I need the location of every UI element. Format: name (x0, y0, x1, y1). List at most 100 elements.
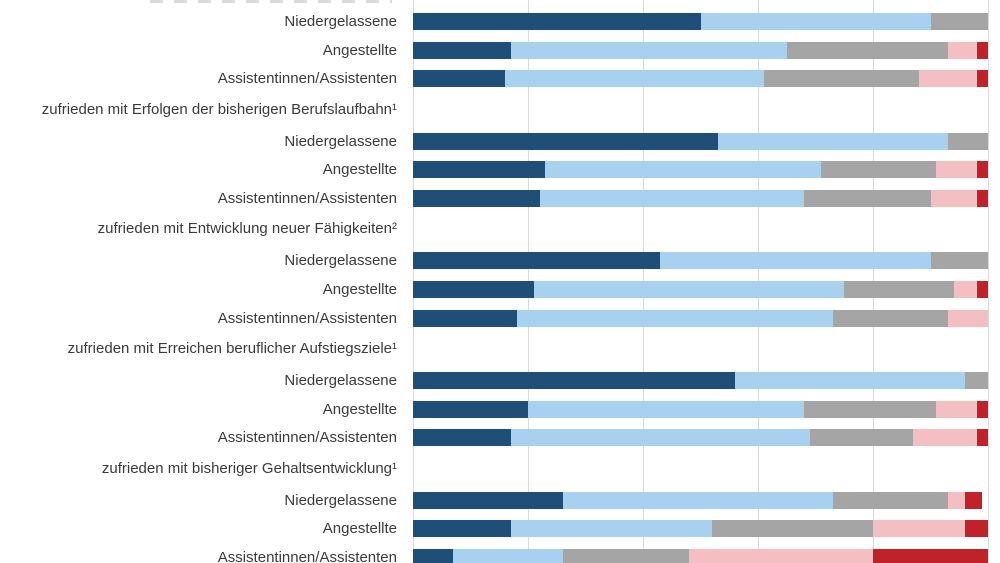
bar-segment-gray (930, 13, 988, 30)
bar-segment-dark-red (965, 520, 988, 537)
bar-segment-light-red (947, 42, 977, 59)
clipped-heading-remnant (150, 0, 392, 3)
chart-row: Assistentinnen/Assistenten (0, 310, 1000, 327)
stacked-bar (413, 42, 988, 59)
chart-row: Niedergelassene (0, 133, 1000, 150)
group-heading: zufrieden mit Erreichen beruflicher Aufs… (67, 340, 397, 357)
stacked-bar (413, 252, 988, 269)
chart-row: Angestellte (0, 161, 1000, 178)
bar-segment-light-blue (735, 372, 965, 389)
gridline-100-percent (988, 0, 989, 563)
bar-segment-light-blue (528, 401, 804, 418)
bar-segment-light-blue (533, 281, 845, 298)
bar-segment-dark-blue (413, 372, 735, 389)
bar-segment-gray (947, 133, 988, 150)
row-label: Angestellte (322, 401, 397, 418)
row-label: Niedergelassene (284, 252, 397, 269)
row-label: Assistentinnen/Assistenten (217, 190, 397, 207)
bar-segment-dark-red (976, 190, 988, 207)
bar-segment-light-blue (700, 13, 931, 30)
bar-segment-light-blue (510, 520, 712, 537)
bar-segment-light-blue (717, 133, 948, 150)
stacked-bar (413, 401, 988, 418)
stacked-bar (413, 520, 988, 537)
bar-segment-light-red (947, 310, 988, 327)
row-label: Niedergelassene (284, 13, 397, 30)
chart-row: Assistentinnen/Assistenten (0, 190, 1000, 207)
chart-row: Niedergelassene (0, 252, 1000, 269)
bar-segment-gray (712, 520, 873, 537)
row-label: Angestellte (322, 161, 397, 178)
row-label: Assistentinnen/Assistenten (217, 429, 397, 446)
bar-segment-gray (786, 42, 948, 59)
group-heading: zufrieden mit bisheriger Gehaltsentwickl… (101, 460, 397, 477)
stacked-bar (413, 133, 988, 150)
bar-segment-dark-blue (413, 42, 511, 59)
stacked-bar (413, 70, 988, 87)
row-label: Assistentinnen/Assistenten (217, 70, 397, 87)
bar-segment-light-red (919, 70, 977, 87)
bar-segment-gray (832, 492, 948, 509)
bar-segment-gray (821, 161, 937, 178)
bar-segment-dark-blue (413, 520, 511, 537)
bar-segment-dark-red (976, 70, 988, 87)
chart-row: Niedergelassene (0, 13, 1000, 30)
row-label: Niedergelassene (284, 133, 397, 150)
bar-segment-gray (832, 310, 948, 327)
group-heading: zufrieden mit Entwicklung neuer Fähigkei… (97, 220, 397, 237)
bar-segment-light-blue (660, 252, 931, 269)
stacked-bar (413, 161, 988, 178)
row-label: Angestellte (322, 520, 397, 537)
chart-row: Assistentinnen/Assistenten (0, 549, 1000, 563)
chart-row: Niedergelassene (0, 492, 1000, 509)
chart-row: Angestellte (0, 42, 1000, 59)
bar-segment-gray (763, 70, 919, 87)
group-heading: zufrieden mit Erfolgen der bisherigen Be… (41, 101, 397, 118)
row-label: Niedergelassene (284, 372, 397, 389)
chart-row: Niedergelassene (0, 372, 1000, 389)
bar-segment-light-blue (453, 549, 563, 563)
bar-segment-gray (804, 401, 937, 418)
stacked-bar (413, 372, 988, 389)
bar-segment-dark-blue (413, 401, 528, 418)
bar-segment-dark-blue (413, 70, 505, 87)
bar-segment-dark-red (873, 549, 988, 563)
row-label: Assistentinnen/Assistenten (217, 310, 397, 327)
bar-segment-dark-blue (413, 549, 454, 563)
bar-segment-light-blue (510, 42, 787, 59)
bar-segment-light-red (930, 190, 977, 207)
row-label: Niedergelassene (284, 492, 397, 509)
stacked-bar (413, 549, 988, 563)
bar-segment-light-red (689, 549, 873, 563)
bar-segment-light-red (936, 161, 977, 178)
row-label: Angestellte (322, 281, 397, 298)
chart-row: Angestellte (0, 520, 1000, 537)
bar-segment-dark-red (976, 281, 988, 298)
stacked-bar (413, 190, 988, 207)
stacked-bar (413, 492, 988, 509)
bar-segment-light-blue (510, 429, 810, 446)
bar-segment-light-blue (539, 190, 804, 207)
bar-segment-dark-red (976, 401, 988, 418)
bar-segment-light-red (947, 492, 965, 509)
bar-segment-light-blue (505, 70, 764, 87)
bar-segment-gray (809, 429, 914, 446)
stacked-bar (413, 13, 988, 30)
bar-segment-gray (844, 281, 954, 298)
bar-segment-dark-blue (413, 252, 661, 269)
chart-row: Assistentinnen/Assistenten (0, 70, 1000, 87)
bar-segment-dark-blue (413, 492, 563, 509)
stacked-bar (413, 281, 988, 298)
bar-segment-dark-blue (413, 281, 534, 298)
bar-segment-gray (804, 190, 931, 207)
bar-segment-gray (965, 372, 988, 389)
stacked-bar (413, 429, 988, 446)
bar-segment-dark-blue (413, 190, 540, 207)
chart-row: Angestellte (0, 281, 1000, 298)
bar-segment-light-blue (562, 492, 833, 509)
bar-segment-light-blue (516, 310, 833, 327)
chart-row: Angestellte (0, 401, 1000, 418)
stacked-bar (413, 310, 988, 327)
bar-segment-dark-blue (413, 133, 718, 150)
